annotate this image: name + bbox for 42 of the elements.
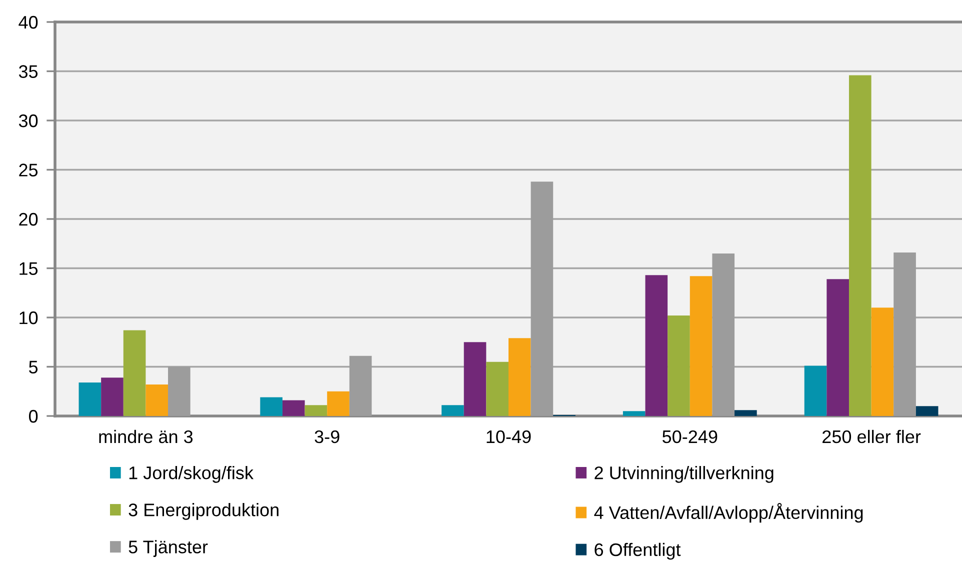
legend-label: 5 Tjänster — [128, 540, 208, 557]
y-tick-label: 40 — [18, 16, 38, 29]
bar — [146, 384, 168, 416]
bar — [826, 279, 849, 416]
legend-label: 3 Energiproduktion — [128, 503, 278, 520]
bar — [304, 405, 328, 416]
bar — [622, 411, 646, 416]
y-tick-label: 30 — [18, 114, 38, 128]
bar — [486, 362, 508, 416]
bar — [848, 75, 872, 416]
bar — [508, 338, 531, 416]
bar — [690, 276, 712, 416]
bar — [327, 391, 350, 416]
y-tick-label: 10 — [20, 311, 38, 324]
x-tick-label: 10-49 — [486, 430, 531, 444]
legend-label: 1 Jord/skog/fisk — [129, 466, 254, 483]
legend-label: 2 Utvinning/tillverkning — [594, 466, 774, 483]
x-tick-label: 3-9 — [314, 430, 340, 444]
bar — [804, 366, 827, 416]
y-tick-label: 35 — [18, 65, 38, 78]
legend-label: 4 Vatten/Avfall/Avlopp/Återvinning — [594, 503, 863, 523]
bar — [260, 397, 282, 416]
bar — [442, 405, 464, 416]
bar — [734, 410, 757, 416]
bar — [871, 308, 894, 416]
bar — [101, 378, 124, 416]
legend-label: 6 Offentligt — [594, 542, 681, 560]
y-tick-label: 15 — [20, 262, 38, 275]
y-tick-label: 20 — [19, 212, 38, 226]
bar — [645, 275, 668, 416]
bar — [282, 400, 305, 416]
y-tick-label: 0 — [29, 410, 38, 423]
bar — [123, 330, 146, 416]
bar — [916, 406, 938, 416]
y-tick-label: 25 — [19, 164, 38, 176]
bar — [78, 382, 102, 416]
y-tick-label: 5 — [29, 360, 38, 374]
x-tick-label: 50-249 — [662, 430, 718, 444]
x-tick-label: mindre än 3 — [99, 430, 193, 444]
bar — [668, 316, 690, 416]
x-tick-label: 250 eller fler — [822, 430, 921, 444]
bar — [464, 342, 486, 416]
